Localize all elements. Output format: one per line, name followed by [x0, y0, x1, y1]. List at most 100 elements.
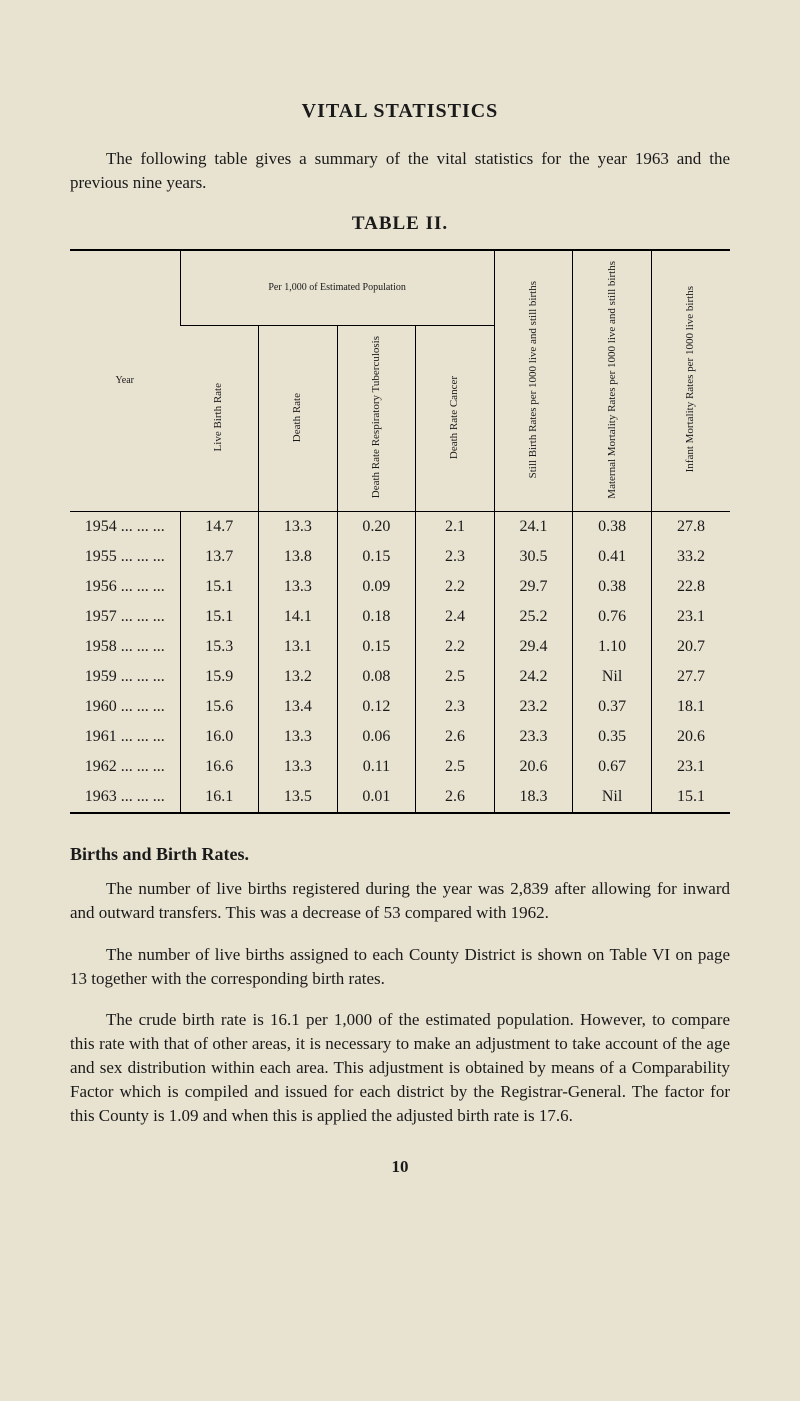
page-number: 10 — [70, 1157, 730, 1177]
cell-value: Nil — [573, 662, 652, 692]
cell-value: 30.5 — [494, 542, 573, 572]
cell-value: 14.1 — [259, 602, 338, 632]
cell-value: 2.6 — [416, 782, 495, 813]
col-deathcancer-header: Death Rate Cancer — [448, 372, 461, 463]
cell-value: 13.8 — [259, 542, 338, 572]
cell-value: 13.2 — [259, 662, 338, 692]
cell-value: 27.7 — [651, 662, 730, 692]
col-stillbirth-header: Still Birth Rates per 1000 live and stil… — [527, 277, 540, 482]
cell-value: 24.2 — [494, 662, 573, 692]
col-deathresp-header: Death Rate Respiratory Tuberculosis — [370, 332, 383, 502]
cell-value: 13.3 — [259, 722, 338, 752]
cell-value: 20.6 — [494, 752, 573, 782]
cell-value: 0.41 — [573, 542, 652, 572]
cell-value: 2.2 — [416, 572, 495, 602]
intro-paragraph: The following table gives a summary of t… — [70, 147, 730, 195]
table-title: TABLE II. — [70, 213, 730, 235]
cell-value: 0.18 — [337, 602, 416, 632]
cell-value: 2.3 — [416, 542, 495, 572]
cell-year: 1959 ... ... ... — [70, 662, 180, 692]
body-para-3: The crude birth rate is 16.1 per 1,000 o… — [70, 1008, 730, 1127]
cell-value: 13.3 — [259, 512, 338, 543]
cell-value: 16.6 — [180, 752, 259, 782]
cell-value: 16.1 — [180, 782, 259, 813]
cell-value: Nil — [573, 782, 652, 813]
cell-value: 22.8 — [651, 572, 730, 602]
cell-value: 0.01 — [337, 782, 416, 813]
cell-value: 2.4 — [416, 602, 495, 632]
cell-value: 15.1 — [180, 602, 259, 632]
cell-value: 24.1 — [494, 512, 573, 543]
cell-value: 0.20 — [337, 512, 416, 543]
cell-value: 0.15 — [337, 542, 416, 572]
cell-value: 0.06 — [337, 722, 416, 752]
table-row: 1963 ... ... ...16.113.50.012.618.3Nil15… — [70, 782, 730, 813]
cell-value: 20.6 — [651, 722, 730, 752]
cell-value: 23.3 — [494, 722, 573, 752]
cell-year: 1954 ... ... ... — [70, 512, 180, 543]
col-infant-header: Infant Mortality Rates per 1000 live bir… — [684, 282, 697, 476]
cell-value: 13.5 — [259, 782, 338, 813]
section-heading: Births and Birth Rates. — [70, 844, 730, 865]
table-row: 1956 ... ... ...15.113.30.092.229.70.382… — [70, 572, 730, 602]
group-header: Per 1,000 of Estimated Population — [180, 250, 494, 326]
cell-year: 1958 ... ... ... — [70, 632, 180, 662]
cell-value: 0.11 — [337, 752, 416, 782]
vital-statistics-table: Year Per 1,000 of Estimated Population S… — [70, 249, 730, 815]
cell-value: 25.2 — [494, 602, 573, 632]
cell-value: 13.4 — [259, 692, 338, 722]
cell-value: 14.7 — [180, 512, 259, 543]
cell-value: 20.7 — [651, 632, 730, 662]
cell-year: 1962 ... ... ... — [70, 752, 180, 782]
col-maternal-header: Maternal Mortality Rates per 1000 live a… — [606, 257, 619, 503]
cell-value: 0.15 — [337, 632, 416, 662]
cell-value: 2.3 — [416, 692, 495, 722]
cell-value: 15.6 — [180, 692, 259, 722]
cell-value: 0.09 — [337, 572, 416, 602]
table-row: 1955 ... ... ...13.713.80.152.330.50.413… — [70, 542, 730, 572]
cell-value: 23.1 — [651, 602, 730, 632]
col-deathrate-header: Death Rate — [291, 389, 304, 446]
cell-value: 27.8 — [651, 512, 730, 543]
cell-value: 13.3 — [259, 572, 338, 602]
table-row: 1957 ... ... ...15.114.10.182.425.20.762… — [70, 602, 730, 632]
cell-value: 0.12 — [337, 692, 416, 722]
cell-value: 13.3 — [259, 752, 338, 782]
cell-value: 2.2 — [416, 632, 495, 662]
cell-year: 1960 ... ... ... — [70, 692, 180, 722]
cell-value: 13.1 — [259, 632, 338, 662]
cell-value: 18.1 — [651, 692, 730, 722]
cell-value: 2.6 — [416, 722, 495, 752]
cell-value: 2.1 — [416, 512, 495, 543]
cell-value: 18.3 — [494, 782, 573, 813]
cell-value: 2.5 — [416, 662, 495, 692]
cell-year: 1957 ... ... ... — [70, 602, 180, 632]
page-title: VITAL STATISTICS — [70, 100, 730, 123]
cell-value: 15.3 — [180, 632, 259, 662]
cell-value: 0.76 — [573, 602, 652, 632]
table-row: 1961 ... ... ...16.013.30.062.623.30.352… — [70, 722, 730, 752]
cell-value: 29.4 — [494, 632, 573, 662]
cell-value: 0.37 — [573, 692, 652, 722]
table-row: 1959 ... ... ...15.913.20.082.524.2Nil27… — [70, 662, 730, 692]
cell-value: 23.2 — [494, 692, 573, 722]
cell-value: 15.1 — [180, 572, 259, 602]
table-row: 1954 ... ... ...14.713.30.202.124.10.382… — [70, 512, 730, 543]
cell-value: 29.7 — [494, 572, 573, 602]
cell-value: 33.2 — [651, 542, 730, 572]
cell-value: 16.0 — [180, 722, 259, 752]
cell-value: 15.1 — [651, 782, 730, 813]
cell-value: 0.38 — [573, 512, 652, 543]
cell-year: 1961 ... ... ... — [70, 722, 180, 752]
cell-year: 1956 ... ... ... — [70, 572, 180, 602]
body-para-2: The number of live births assigned to ea… — [70, 943, 730, 991]
document-page: VITAL STATISTICS The following table giv… — [0, 0, 800, 1401]
cell-value: 15.9 — [180, 662, 259, 692]
cell-value: 23.1 — [651, 752, 730, 782]
cell-value: 2.5 — [416, 752, 495, 782]
table-row: 1962 ... ... ...16.613.30.112.520.60.672… — [70, 752, 730, 782]
cell-value: 0.08 — [337, 662, 416, 692]
table-row: 1958 ... ... ...15.313.10.152.229.41.102… — [70, 632, 730, 662]
cell-value: 0.35 — [573, 722, 652, 752]
cell-value: 0.67 — [573, 752, 652, 782]
